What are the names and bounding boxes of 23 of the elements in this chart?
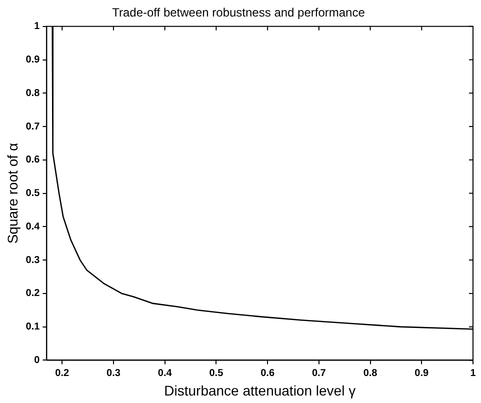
y-tick-label: 0.4 [26, 221, 40, 232]
x-tick-label: 0.8 [363, 368, 378, 379]
y-tick-label: 0.3 [26, 254, 40, 266]
x-tick-label: 1 [470, 368, 476, 379]
y-tick-label: 0.7 [26, 121, 40, 132]
y-tick-label: 0 [34, 354, 40, 366]
x-tick-label: 0.9 [414, 368, 430, 379]
x-tick-label: 0.3 [106, 368, 121, 379]
y-axis-title: Square root of α [4, 142, 20, 244]
x-tick-label: 0.4 [158, 368, 172, 379]
x-tick-label: 0.6 [260, 368, 275, 379]
x-axis-title: Disturbance attenuation level γ [164, 382, 356, 398]
y-tick-label: 0.1 [26, 322, 40, 333]
x-tick-label: 0.2 [55, 368, 70, 379]
y-tick-label: 0.5 [26, 188, 40, 200]
y-tick-label: 0.9 [26, 54, 40, 66]
y-tick-label: 0.2 [26, 288, 40, 300]
chart-title: Trade-off between robustness and performance [112, 6, 366, 20]
y-tick-label: 1 [34, 21, 40, 32]
x-tick-label: 0.5 [209, 368, 224, 379]
x-tick-label: 0.7 [312, 368, 326, 379]
y-tick-label: 0.8 [26, 88, 40, 99]
y-tick-label: 0.6 [26, 154, 40, 166]
